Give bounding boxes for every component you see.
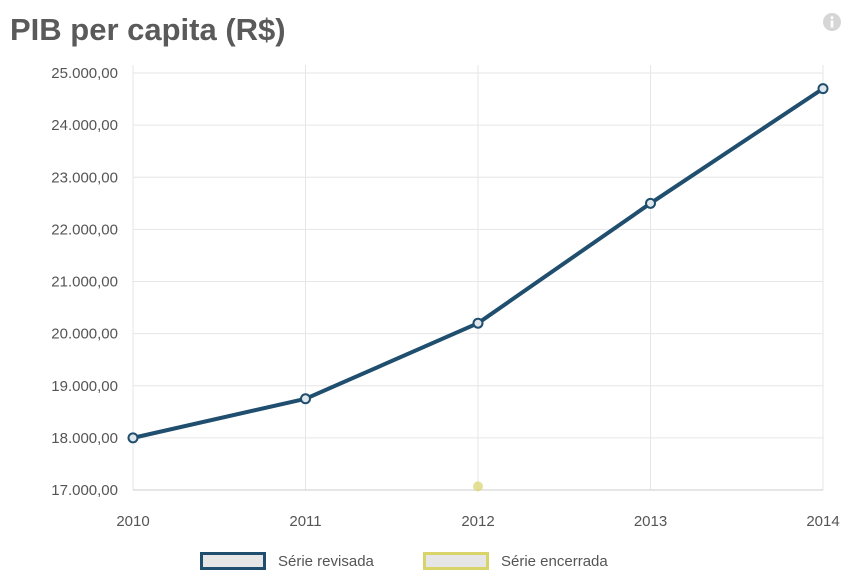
y-tick-label: 20.000,00: [51, 326, 118, 343]
y-tick-label: 18.000,00: [51, 430, 118, 447]
data-point[interactable]: [300, 393, 311, 405]
legend-swatch: [200, 552, 266, 570]
x-tick-label: 2013: [634, 513, 667, 530]
data-point[interactable]: [127, 432, 139, 444]
data-point[interactable]: [473, 481, 483, 492]
y-tick-label: 23.000,00: [51, 169, 118, 186]
line-chart: 17.000,00 18.000,00 19.000,00 20.000,00 21.0…: [51, 65, 840, 530]
chart-title: PIB per capita (R$): [10, 12, 286, 47]
data-point[interactable]: [472, 317, 484, 329]
data-point[interactable]: [817, 83, 829, 95]
x-tick-label: 2010: [116, 513, 149, 530]
x-tick-label: 2012: [461, 513, 494, 530]
x-tick-label: 2014: [806, 513, 839, 530]
x-tick-label: 2011: [289, 513, 321, 530]
legend-item-0[interactable]: Série revisada: [200, 552, 374, 570]
y-axis: 17.000,00 18.000,00 19.000,00 20.000,00 21.0…: [51, 65, 118, 499]
legend: Série revisada Série encerrada: [0, 552, 849, 576]
legend-swatch: [423, 552, 489, 570]
grid: [132, 65, 824, 491]
info-icon[interactable]: [822, 12, 842, 32]
y-tick-label: 25.000,00: [51, 65, 118, 82]
series-area: [127, 83, 829, 492]
data-point[interactable]: [645, 197, 656, 209]
y-tick-label: 22.000,00: [51, 221, 118, 238]
legend-label: Série encerrada: [501, 552, 608, 570]
legend-item-1[interactable]: Série encerrada: [423, 552, 608, 570]
y-tick-label: 19.000,00: [51, 378, 118, 395]
y-tick-label: 24.000,00: [51, 117, 118, 134]
y-tick-label: 21.000,00: [51, 274, 118, 291]
x-axis: 2010 2011 2012 2013 2014: [116, 489, 840, 530]
y-tick-label: 17.000,00: [51, 482, 118, 499]
legend-label: Série revisada: [278, 552, 374, 570]
